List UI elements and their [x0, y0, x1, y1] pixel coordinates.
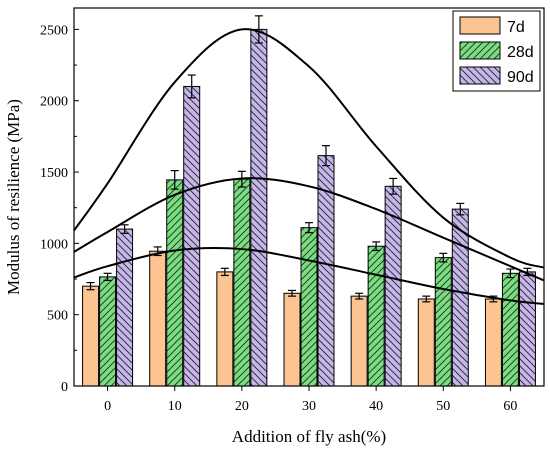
legend-swatch-90d [459, 66, 501, 85]
x-tick-label-20: 20 [235, 399, 249, 414]
error-bar-90d-40 [389, 177, 398, 195]
error-bar-7d-50 [422, 295, 431, 303]
fit-curve-90d [73, 28, 545, 269]
error-bar-7d-0 [86, 281, 95, 291]
bar-28d-50 [434, 257, 452, 387]
y-axis-title: Modulus of resilience (MPa) [4, 99, 23, 295]
bar-7d-10 [149, 250, 167, 387]
bar-7d-30 [283, 292, 301, 387]
x-tick-label-30: 30 [302, 399, 316, 414]
legend-swatch-28d [459, 41, 501, 60]
error-bar-28d-40 [372, 241, 381, 252]
y-tick-label-2000: 2000 [40, 95, 68, 110]
x-axis-title: Addition of fly ash(%) [232, 427, 386, 446]
bar-90d-60 [518, 271, 536, 387]
bar-28d-20 [233, 178, 251, 387]
y-tick-label-2500: 2500 [40, 23, 68, 38]
x-tick-label-40: 40 [369, 399, 383, 414]
error-bars-layer [86, 15, 532, 303]
bar-28d-60 [501, 272, 519, 387]
legend-label-28d: 28d [507, 44, 534, 61]
bar-90d-50 [451, 208, 469, 387]
bar-90d-0 [116, 228, 134, 387]
legend: 7d 28d 90d [452, 10, 541, 92]
error-bar-90d-30 [322, 145, 330, 167]
bar-7d-40 [350, 295, 368, 387]
fit-curve-7d [73, 247, 545, 305]
y-tick-label-1500: 1500 [40, 166, 68, 181]
bar-28d-30 [300, 227, 318, 387]
bar-28d-0 [99, 276, 117, 387]
y-tick-label-1000: 1000 [40, 237, 68, 252]
error-bar-7d-40 [355, 292, 364, 300]
bar-7d-0 [82, 285, 100, 387]
x-tick-label-10: 10 [168, 399, 182, 414]
bar-7d-20 [216, 271, 234, 387]
x-tick-label-60: 60 [503, 399, 517, 414]
error-bar-28d-10 [170, 170, 179, 190]
legend-label-90d: 90d [507, 69, 534, 86]
bars-layer [82, 28, 536, 387]
x-tick-label-0: 0 [104, 399, 111, 414]
x-tick-label-50: 50 [436, 399, 450, 414]
legend-label-7d: 7d [507, 19, 525, 36]
error-bar-28d-0 [103, 272, 112, 282]
error-bar-90d-20 [254, 15, 263, 44]
fit-curve-28d [73, 177, 545, 282]
bar-28d-40 [367, 245, 385, 387]
x-axis: 0 10 20 30 40 50 60 [104, 386, 517, 414]
fit-curves-layer [73, 28, 545, 305]
error-bar-90d-10 [187, 74, 196, 99]
error-bar-7d-20 [220, 267, 229, 277]
error-bar-28d-30 [305, 222, 313, 234]
y-tick-label-0: 0 [61, 380, 68, 395]
y-tick-label-500: 500 [47, 309, 68, 324]
error-bar-90d-0 [120, 224, 129, 234]
bar-7d-60 [484, 298, 502, 387]
bar-90d-10 [183, 85, 201, 387]
bar-7d-50 [417, 298, 435, 387]
error-bar-28d-60 [506, 268, 515, 279]
bar-90d-20 [250, 28, 268, 387]
legend-swatch-7d [459, 16, 501, 35]
bar-28d-10 [166, 179, 184, 387]
error-bar-7d-30 [288, 289, 296, 297]
error-bar-28d-50 [439, 252, 448, 263]
y-axis: 0 500 1000 1500 2000 2500 [40, 23, 79, 395]
error-bar-90d-50 [456, 202, 465, 216]
